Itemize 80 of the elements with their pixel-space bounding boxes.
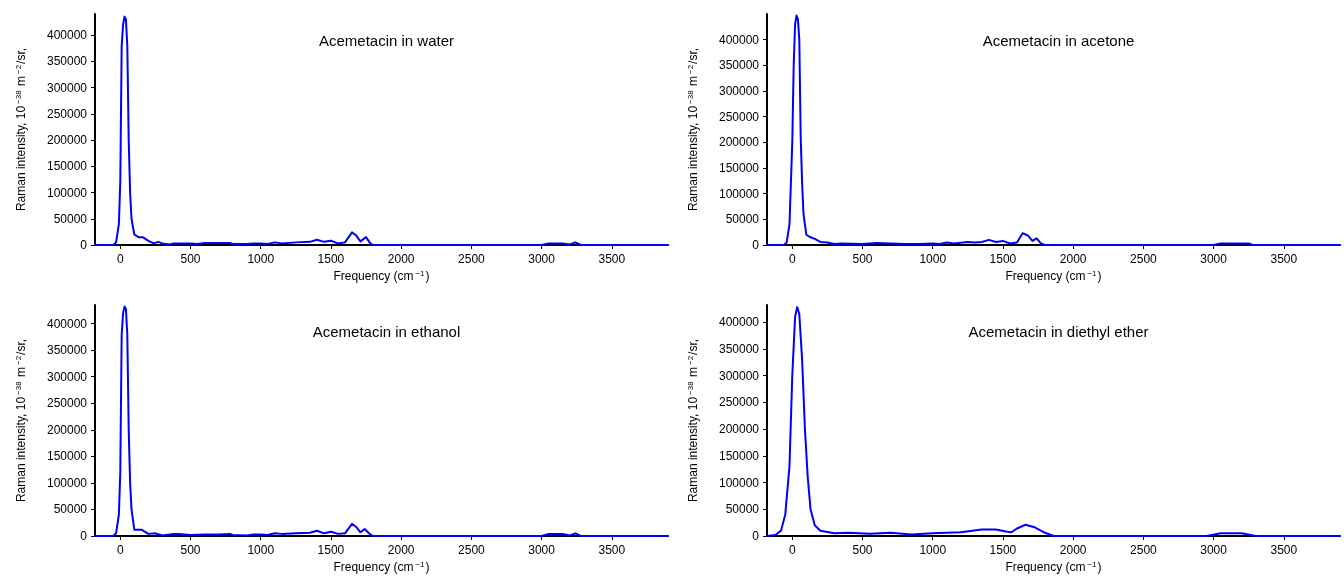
y-tick-label: 0 <box>80 238 88 252</box>
y-tick-label: 50000 <box>725 212 760 227</box>
y-axis-title: Raman intensity, 10−38 m−2/sr, <box>13 47 28 212</box>
y-tick-label: 350000 <box>718 58 760 73</box>
y-tick-label: 100000 <box>46 185 88 200</box>
y-axis-title: Raman intensity, 10−38 m−2/sr, <box>685 47 700 212</box>
x-tick-label: 1500 <box>989 543 1017 557</box>
y-tick-label: 350000 <box>718 341 760 356</box>
y-tick-label: 50000 <box>53 502 88 517</box>
text: Acemetacin in ethanol <box>312 323 461 340</box>
y-tick-label: 400000 <box>46 28 88 42</box>
x-tick-label: 500 <box>852 543 873 557</box>
x-tick-label: 500 <box>852 252 873 266</box>
x-tick-label: 3500 <box>1270 543 1298 557</box>
y-tick-label: 200000 <box>46 422 88 437</box>
x-tick-label: 3000 <box>1200 252 1228 266</box>
y-tick-label: 100000 <box>46 475 88 490</box>
x-tick-label: 2500 <box>1130 252 1158 266</box>
y-tick-label: 150000 <box>46 159 88 174</box>
x-tick-label: 1000 <box>919 252 947 266</box>
line-series <box>766 14 1341 246</box>
y-tick-label: 200000 <box>718 422 760 437</box>
y-tick-label: 350000 <box>46 343 88 358</box>
x-tick-label: 1000 <box>247 543 275 557</box>
x-tick-label: 0 <box>788 543 796 557</box>
y-tick-label: 150000 <box>718 448 760 463</box>
y-tick-label: 300000 <box>718 368 760 383</box>
x-tick-label: 3000 <box>1200 543 1228 557</box>
y-tick-label: 250000 <box>46 106 88 121</box>
x-tick-label: 0 <box>116 252 124 266</box>
y-tick-label: 300000 <box>718 84 760 98</box>
x-tick-label: 3000 <box>528 252 556 266</box>
x-tick-label: 0 <box>116 543 124 557</box>
x-tick-label: 2500 <box>458 252 486 266</box>
y-tick-label: 300000 <box>46 369 88 384</box>
y-tick-label: 150000 <box>46 449 88 464</box>
x-tick-label: 2500 <box>458 543 486 557</box>
y-tick-label: 250000 <box>718 109 760 124</box>
x-tick-label: 2000 <box>1059 543 1087 557</box>
y-axis-title: Raman intensity, 10−38 m−2/sr, <box>13 338 28 503</box>
text: Acemetacin in diethyl ether <box>968 323 1149 340</box>
y-tick-label: 100000 <box>718 475 760 490</box>
x-tick-label: 3500 <box>598 543 626 557</box>
y-tick-label: 50000 <box>725 502 760 517</box>
y-tick-label: 100000 <box>718 186 760 201</box>
x-tick-label: 1500 <box>317 543 345 557</box>
y-tick-label: 400000 <box>718 315 760 330</box>
x-tick-label: 2500 <box>1130 543 1158 557</box>
line-series <box>94 305 669 537</box>
y-tick-label: 250000 <box>46 396 88 411</box>
y-tick-label: 50000 <box>53 211 88 226</box>
y-tick-label: 350000 <box>46 54 88 69</box>
x-tick-label: 2000 <box>387 543 415 557</box>
x-tick-label: 1000 <box>247 252 275 266</box>
x-tick-label: 500 <box>180 543 201 557</box>
y-tick-label: 150000 <box>718 161 760 175</box>
y-tick-label: 200000 <box>46 133 88 147</box>
y-tick-label: 300000 <box>46 80 88 95</box>
x-tick-label: 1500 <box>317 252 345 266</box>
x-tick-label: 1000 <box>919 543 947 557</box>
y-tick-label: 0 <box>752 529 760 543</box>
text: Acemetacin in water <box>318 32 455 49</box>
line-series <box>766 306 1341 537</box>
y-tick-label: 0 <box>752 238 760 252</box>
text: Acemetacin in acetone <box>982 32 1135 49</box>
y-tick-label: 200000 <box>718 135 760 150</box>
y-tick-label: 250000 <box>718 395 760 410</box>
line-series <box>94 15 669 246</box>
x-tick-label: 3500 <box>598 252 626 266</box>
y-axis-title: Raman intensity, 10−38 m−2/sr, <box>685 338 700 503</box>
y-tick-label: 400000 <box>46 316 88 331</box>
y-tick-label: 0 <box>80 529 88 543</box>
x-tick-label: 500 <box>180 252 201 266</box>
x-tick-label: 0 <box>788 252 796 266</box>
x-tick-label: 2000 <box>1059 252 1087 266</box>
x-tick-label: 2000 <box>387 252 415 266</box>
y-tick-label: 400000 <box>718 32 760 47</box>
x-tick-label: 1500 <box>989 252 1017 266</box>
x-tick-label: 3500 <box>1270 252 1298 266</box>
x-tick-label: 3000 <box>528 543 556 557</box>
